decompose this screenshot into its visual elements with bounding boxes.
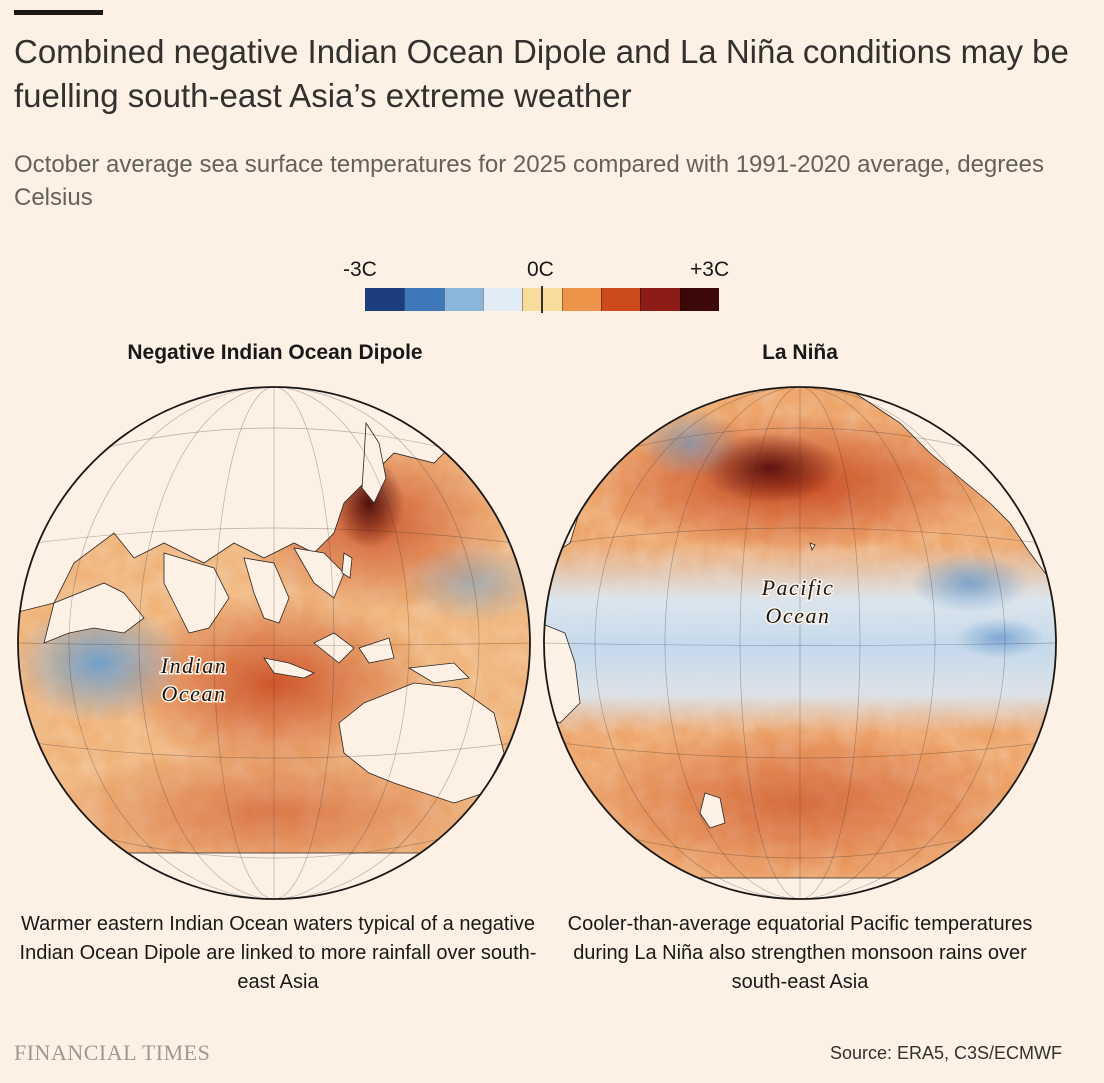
legend-swatch [365, 288, 405, 311]
caption-iod: Warmer eastern Indian Ocean waters typic… [19, 913, 537, 993]
ocean-label-indian-line1: Indian [160, 653, 227, 678]
color-scale-legend [365, 288, 719, 311]
graticule [544, 387, 1056, 899]
caption-la-nina: Cooler-than-average equatorial Pacific t… [567, 913, 1033, 993]
panel-title-iod: Negative Indian Ocean Dipole [127, 341, 423, 364]
chart-subtitle: October average sea surface temperatures… [14, 151, 1044, 211]
globe-outline [17, 386, 531, 900]
legend-swatch [679, 288, 719, 311]
legend-swatch [404, 288, 444, 311]
legend-min-label: -3C [343, 258, 377, 281]
legend-max-label: +3C [690, 258, 730, 281]
legend-swatch [600, 288, 641, 311]
source-note: Source: ERA5, C3S/ECMWF [829, 1043, 1062, 1063]
legend-swatch [561, 288, 601, 311]
globe-outline [543, 386, 1057, 900]
legend-swatch [443, 288, 483, 311]
globe-pacific-ocean: Pacific Ocean [543, 386, 1057, 900]
ocean-label-indian-line2: Ocean [162, 681, 227, 706]
legend-swatch [640, 288, 680, 311]
ocean-label-pacific-line1: Pacific [761, 575, 835, 600]
chart-title: Combined negative Indian Ocean Dipole an… [14, 33, 1069, 114]
graticule [18, 387, 530, 899]
globe-indian-ocean: Indian Ocean [17, 386, 531, 900]
legend-swatch [482, 288, 523, 311]
header-rule [14, 10, 103, 15]
ft-logo: FINANCIAL TIMES [14, 1040, 211, 1065]
panel-title-la-nina: La Niña [762, 341, 838, 364]
legend-mid-label: 0C [527, 258, 554, 281]
ocean-label-pacific-line2: Ocean [766, 603, 831, 628]
legend-zero-tick [541, 286, 543, 313]
